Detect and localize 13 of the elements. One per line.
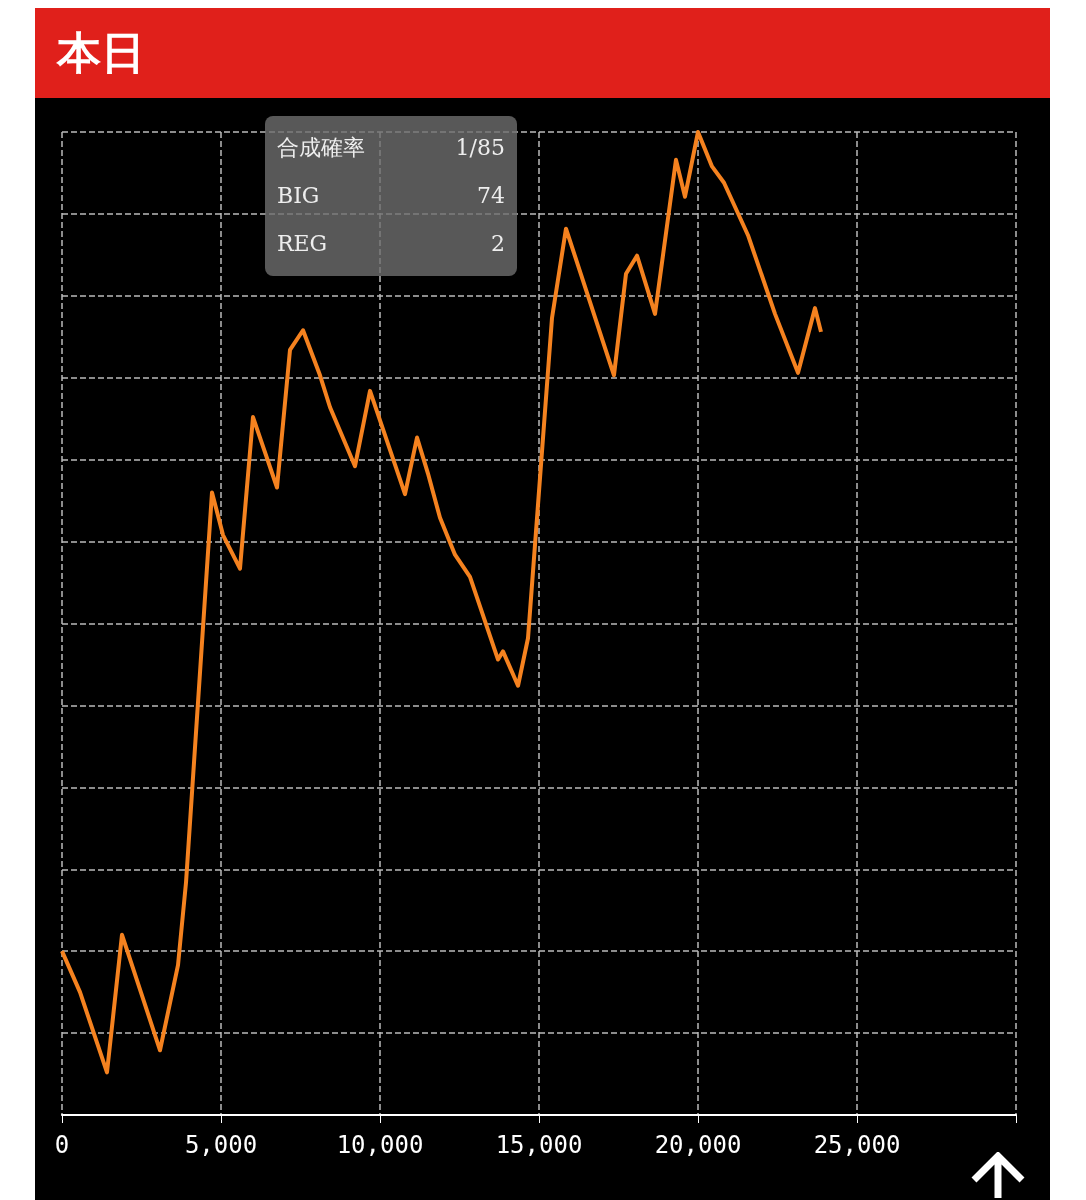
- x-tick-label: 25,000: [813, 1131, 901, 1159]
- annotation: 1/85: [455, 134, 505, 162]
- x-tick-label: 10,000: [336, 1131, 424, 1159]
- annotation: REG: [277, 230, 328, 258]
- x-tick-label: 5,000: [184, 1131, 258, 1159]
- x-tick-label: 15,000: [495, 1131, 583, 1159]
- annotation: 合成確率: [277, 134, 365, 162]
- x-tick-label: 0: [54, 1131, 70, 1159]
- annotation: 74: [477, 182, 505, 210]
- x-tick-label: 20,000: [654, 1131, 742, 1159]
- chart-title: 本日: [35, 8, 1050, 98]
- annotation: BIG: [277, 182, 320, 210]
- annotation: 2: [491, 230, 505, 258]
